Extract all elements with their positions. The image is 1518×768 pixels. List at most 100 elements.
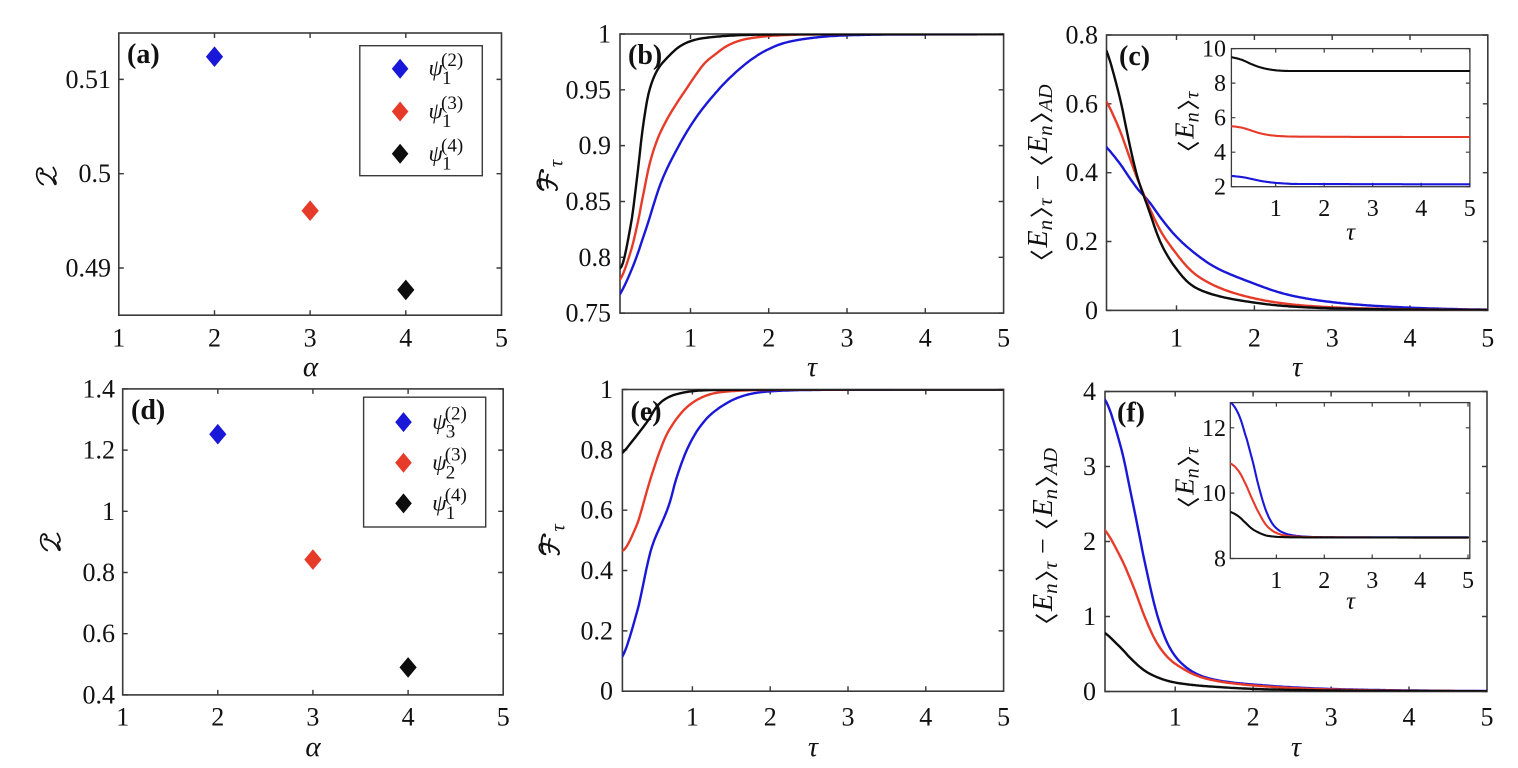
svg-text:0.4: 0.4	[581, 556, 614, 585]
svg-text:E: E	[1170, 478, 1200, 496]
svg-text:0.2: 0.2	[581, 616, 614, 645]
svg-text:2: 2	[762, 324, 775, 353]
svg-text:4: 4	[1404, 324, 1417, 353]
svg-text:−: −	[1028, 538, 1059, 554]
svg-text:(a): (a)	[127, 39, 160, 70]
svg-text:0.8: 0.8	[579, 243, 612, 272]
svg-text:τ: τ	[1346, 588, 1356, 615]
svg-text:n: n	[1033, 125, 1057, 136]
svg-text:4: 4	[1083, 377, 1096, 406]
svg-text:0.8: 0.8	[83, 558, 116, 587]
svg-text:2: 2	[1318, 196, 1330, 222]
svg-text:2: 2	[1083, 527, 1096, 556]
svg-text:n: n	[1038, 489, 1062, 500]
svg-text:3: 3	[1083, 452, 1096, 481]
svg-text:0.85: 0.85	[566, 187, 612, 216]
svg-text:4: 4	[402, 703, 415, 732]
svg-text:τ: τ	[1291, 732, 1302, 763]
svg-text:1: 1	[1170, 324, 1183, 353]
svg-text:1: 1	[1169, 703, 1182, 732]
svg-text:1: 1	[600, 375, 613, 404]
svg-text:n: n	[1182, 112, 1204, 122]
svg-text:4: 4	[1414, 568, 1426, 594]
svg-text:(d): (d)	[131, 395, 165, 426]
svg-text:0.8: 0.8	[581, 435, 614, 464]
svg-text:τ: τ	[1182, 447, 1204, 455]
svg-text:10: 10	[1202, 481, 1226, 507]
svg-text:τ: τ	[548, 524, 570, 532]
svg-text:0.6: 0.6	[83, 619, 116, 648]
svg-text:1: 1	[102, 497, 115, 526]
svg-text:3: 3	[306, 703, 319, 732]
svg-text:4: 4	[399, 324, 412, 353]
svg-text:0.9: 0.9	[579, 131, 612, 160]
svg-text:0.6: 0.6	[581, 496, 614, 525]
svg-text:3: 3	[446, 422, 456, 443]
svg-text:0.95: 0.95	[566, 75, 612, 104]
svg-text:0: 0	[1085, 296, 1098, 325]
svg-text:τ: τ	[546, 159, 568, 167]
svg-text:τ: τ	[1292, 352, 1303, 383]
svg-text:α: α	[303, 351, 319, 383]
svg-text:ψ: ψ	[429, 99, 444, 124]
svg-text:AD: AD	[1035, 84, 1057, 113]
svg-text:2: 2	[211, 703, 224, 732]
svg-text:5: 5	[997, 324, 1010, 353]
svg-text:0.2: 0.2	[1066, 227, 1099, 256]
svg-text:3: 3	[304, 324, 317, 353]
svg-text:1.2: 1.2	[83, 436, 116, 465]
svg-text:1: 1	[112, 324, 125, 353]
svg-text:n: n	[1033, 220, 1057, 231]
svg-text:(c): (c)	[1119, 41, 1150, 72]
svg-text:1.4: 1.4	[83, 374, 116, 403]
svg-text:3: 3	[1366, 568, 1378, 594]
svg-text:3: 3	[1326, 324, 1339, 353]
svg-text:0.6: 0.6	[1066, 89, 1099, 118]
svg-text:ψ: ψ	[432, 450, 447, 475]
svg-text:AD: AD	[1040, 447, 1062, 476]
svg-text:τ: τ	[1346, 219, 1356, 246]
svg-text:E: E	[1023, 136, 1054, 154]
svg-text:τ: τ	[1182, 91, 1204, 99]
svg-text:E: E	[1170, 122, 1200, 140]
svg-text:n: n	[1038, 583, 1062, 594]
svg-text:3: 3	[1325, 703, 1338, 732]
svg-text:2: 2	[208, 324, 221, 353]
svg-text:8: 8	[1214, 71, 1226, 97]
svg-text:0.5: 0.5	[79, 159, 112, 188]
svg-text:2: 2	[1248, 324, 1261, 353]
svg-text:(4): (4)	[445, 485, 467, 506]
svg-text:0: 0	[1083, 677, 1096, 706]
svg-text:4: 4	[1214, 140, 1226, 166]
svg-text:ψ: ψ	[429, 56, 444, 81]
svg-text:(3): (3)	[441, 93, 463, 114]
svg-text:E: E	[1023, 230, 1054, 248]
svg-text:1: 1	[686, 703, 699, 732]
svg-text:1: 1	[1270, 568, 1282, 594]
svg-text:(b): (b)	[628, 40, 662, 71]
svg-text:ψ: ψ	[429, 141, 444, 166]
svg-text:E: E	[1028, 594, 1059, 612]
svg-text:0: 0	[600, 677, 613, 706]
svg-text:α: α	[305, 731, 321, 763]
svg-text:(4): (4)	[441, 135, 463, 156]
svg-text:2: 2	[446, 462, 456, 483]
svg-text:8: 8	[1214, 547, 1226, 573]
svg-text:2: 2	[1318, 568, 1330, 594]
svg-text:3: 3	[1367, 196, 1379, 222]
svg-text:1: 1	[598, 20, 611, 49]
svg-text:0.75: 0.75	[566, 299, 612, 328]
svg-text:τ: τ	[807, 352, 818, 383]
svg-text:(f): (f)	[1117, 398, 1145, 429]
svg-text:ψ: ψ	[432, 490, 447, 515]
svg-text:(2): (2)	[441, 50, 463, 71]
svg-text:5: 5	[1462, 568, 1474, 594]
svg-text:1: 1	[446, 503, 456, 524]
svg-text:1: 1	[442, 68, 452, 89]
svg-text:ψ: ψ	[432, 409, 447, 434]
svg-text:5: 5	[1481, 324, 1494, 353]
svg-text:4: 4	[919, 324, 932, 353]
svg-text:10: 10	[1202, 37, 1226, 63]
svg-text:5: 5	[1464, 196, 1476, 222]
svg-text:τ: τ	[1033, 197, 1057, 206]
